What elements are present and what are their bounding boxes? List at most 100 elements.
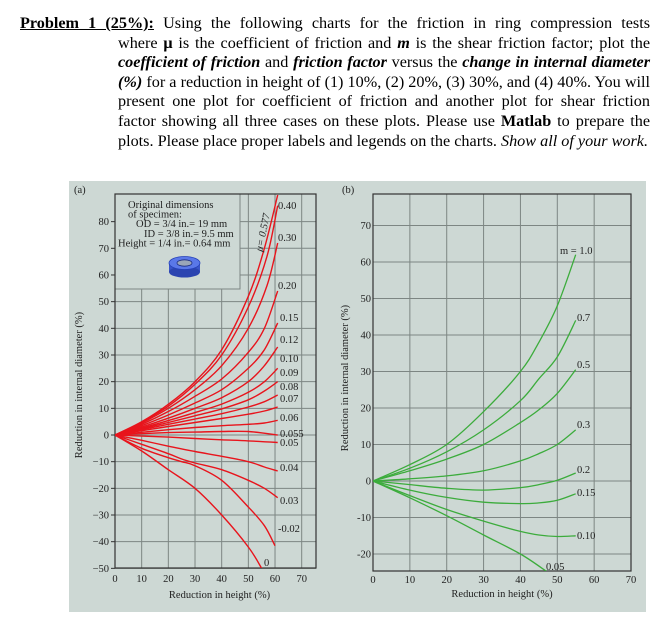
curve-label: 0.05 [546, 562, 564, 573]
x-tick-label: 60 [270, 574, 281, 585]
curve-mu-0.12 [115, 346, 279, 436]
curve-label: 0.2 [577, 465, 590, 476]
curve-label: 0.7 [577, 313, 590, 324]
panel-label-b: (b) [342, 185, 355, 196]
inset-text: OD = 3/4 in.= 19 mm [136, 219, 227, 230]
x-tick-label: 20 [163, 574, 174, 585]
x-tick-label: 0 [112, 574, 117, 585]
x-tick-label: 60 [589, 575, 600, 586]
y-tick-label: 40 [361, 331, 372, 342]
curve-m-0.3 [373, 429, 577, 482]
y-tick-label: 70 [99, 244, 110, 255]
curve-mu-0.05 [115, 434, 278, 444]
y-tick-label: 30 [99, 350, 110, 361]
x-tick-label: 40 [515, 575, 526, 586]
y-tick-label: 20 [361, 404, 372, 415]
specimen-inset [114, 193, 241, 290]
y-tick-label: 10 [361, 440, 372, 451]
problem-text-segment: where [118, 33, 164, 52]
inset-text: of specimen: [128, 210, 182, 221]
curve-label: 0.07 [280, 394, 298, 405]
y-tick-label: −10 [93, 457, 109, 468]
curve-m-0.7 [373, 320, 577, 482]
problem-body: where μ is the coefficient of friction a… [118, 34, 650, 152]
x-tick-label: 0 [370, 575, 375, 586]
curve-m-1.0 [373, 254, 577, 482]
curve-label: 0.06 [280, 413, 298, 424]
y-tick-label: 50 [361, 294, 372, 305]
curve-mu-0.09 [115, 381, 279, 436]
curve-mu-0.03 [115, 434, 279, 499]
problem-text-segment: versus the [386, 53, 463, 72]
inset-text: Height = 1/4 in.= 0.64 mm [118, 238, 230, 249]
y-tick-label: -10 [357, 513, 371, 524]
curve-m-0.05 [373, 480, 547, 571]
y-tick-label: 0 [104, 431, 109, 442]
problem-text-segment: for a reduction in height of (1) 10%, (2… [118, 72, 650, 130]
y-tick-label: 30 [361, 367, 372, 378]
y-tick-label: 70 [361, 221, 372, 232]
problem-text-segment: m [397, 33, 410, 52]
x-tick-label: 10 [405, 575, 416, 586]
curve-m-0.10 [373, 480, 576, 538]
curve-m-0.15 [373, 480, 576, 505]
curve-label: 0.15 [280, 313, 298, 324]
y-tick-label: 60 [99, 270, 110, 281]
y-tick-label: −30 [93, 511, 109, 522]
curve-label: 0.5 [577, 360, 590, 371]
problem-text-segment: is the coefficient of friction and [172, 33, 398, 52]
y-tick-label: −20 [93, 484, 109, 495]
curve-label: 0.40 [278, 201, 296, 212]
curve-mu-0.04 [115, 434, 278, 472]
y-tick-label: -20 [357, 550, 371, 561]
x-tick-label: 30 [478, 575, 489, 586]
curve-mu-0.40 [115, 205, 279, 436]
problem-text-segment: change in internal diameter (%) [118, 53, 651, 91]
y-tick-label: 40 [99, 324, 110, 335]
curve-label: 0.055 [280, 429, 304, 440]
curve-mu-0.02 [115, 434, 276, 547]
plot-frame [114, 193, 317, 569]
curve-label: 0.12 [280, 335, 298, 346]
curve-mu-0.07 [115, 406, 278, 436]
inset-text: ID = 3/8 in.= 9.5 mm [144, 229, 234, 240]
problem-text-segment: Matlab [500, 111, 552, 130]
problem-text-segment: and [260, 53, 294, 72]
curve-mu-0.055 [115, 430, 278, 436]
y-tick-label: 10 [99, 404, 110, 415]
x-tick-label: 70 [296, 574, 307, 585]
x-tick-label: 40 [216, 574, 227, 585]
y-tick-label: 20 [99, 377, 110, 388]
curve-mu-0.06 [115, 419, 278, 436]
problem-text-segment: is the shear friction factor; plot the [409, 33, 651, 52]
curve-mu-0.20 [115, 290, 279, 436]
curves-group [115, 194, 279, 568]
x-axis-title: Reduction in height (%) [451, 589, 553, 600]
plot-frame [372, 193, 632, 572]
curve-label: 0.10 [280, 354, 298, 365]
curve-mu-0.30 [115, 242, 279, 436]
x-tick-label: 30 [190, 574, 201, 585]
problem-lead: Problem 1 (25%): [20, 14, 154, 32]
problem-line1: Using the following charts for the frict… [153, 14, 650, 32]
curve-label: -0.02 [278, 524, 300, 535]
curves-group [373, 254, 577, 571]
x-tick-label: 70 [626, 575, 637, 586]
curve-label: 0.10 [577, 531, 595, 542]
curve-label-mu-0577: μ= 0.577 [254, 212, 273, 254]
x-tick-label: 50 [243, 574, 254, 585]
y-tick-label: 50 [99, 297, 110, 308]
problem-text-segment: μ [163, 33, 173, 52]
inset-text: Original dimensions [128, 200, 213, 211]
x-tick-label: 10 [136, 574, 147, 585]
y-tick-label: −50 [93, 564, 109, 575]
ring-specimen-icon [168, 256, 201, 278]
problem-text-segment: coefficient of friction [118, 53, 261, 72]
y-tick-label: 60 [361, 258, 372, 269]
curve-label: 0.30 [278, 233, 296, 244]
y-tick-label: 0 [366, 477, 371, 488]
chart-b-friction-factor: (b) 0 10 20 30 40 50 60 70 -20 -10 0 10 20 30 40 50 60 70 R… [340, 185, 636, 600]
curve-mu-0.10 [115, 367, 279, 436]
